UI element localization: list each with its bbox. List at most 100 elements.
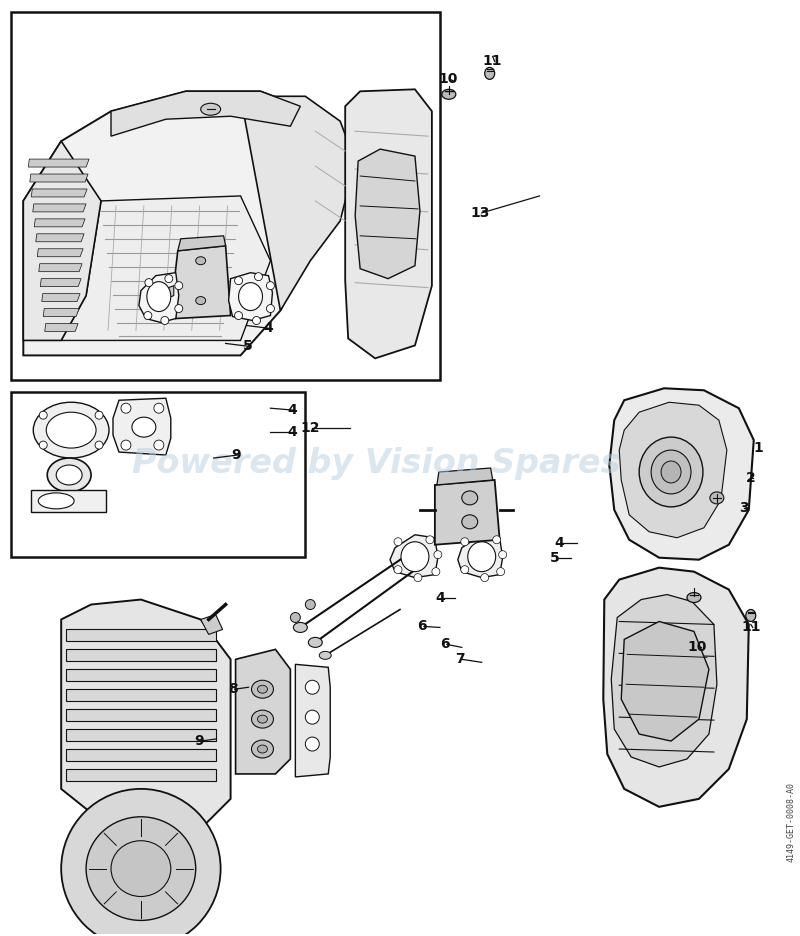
Ellipse shape	[306, 737, 319, 751]
Bar	[11, 11, 440, 380]
Polygon shape	[66, 650, 216, 662]
Polygon shape	[201, 615, 222, 635]
Text: Powered by Vision Spares: Powered by Vision Spares	[132, 446, 620, 480]
Polygon shape	[42, 294, 80, 301]
Ellipse shape	[46, 412, 96, 448]
Polygon shape	[31, 189, 87, 197]
Polygon shape	[66, 689, 216, 701]
Text: 4: 4	[263, 321, 274, 335]
Ellipse shape	[147, 282, 170, 312]
Polygon shape	[36, 234, 84, 241]
Polygon shape	[38, 249, 83, 256]
Text: 9: 9	[194, 734, 203, 748]
Ellipse shape	[442, 89, 456, 99]
Polygon shape	[235, 650, 290, 774]
Text: 4: 4	[287, 425, 298, 439]
Ellipse shape	[253, 316, 261, 325]
Text: 1: 1	[754, 441, 764, 455]
Polygon shape	[622, 622, 709, 741]
Text: 4: 4	[435, 591, 445, 605]
Ellipse shape	[86, 817, 196, 920]
Ellipse shape	[251, 680, 274, 698]
Ellipse shape	[468, 542, 496, 572]
Ellipse shape	[196, 256, 206, 265]
Ellipse shape	[661, 461, 681, 483]
Ellipse shape	[498, 550, 506, 559]
Ellipse shape	[154, 440, 164, 450]
Polygon shape	[355, 149, 420, 279]
Ellipse shape	[319, 651, 331, 659]
Bar	[11, 392, 306, 557]
Polygon shape	[611, 594, 717, 767]
Ellipse shape	[165, 274, 173, 283]
Polygon shape	[174, 246, 230, 318]
Ellipse shape	[238, 283, 262, 311]
Text: 11: 11	[483, 54, 502, 68]
Polygon shape	[23, 92, 330, 356]
Polygon shape	[38, 264, 82, 271]
Text: 9: 9	[230, 448, 240, 462]
Ellipse shape	[306, 600, 315, 609]
Ellipse shape	[201, 103, 221, 115]
Ellipse shape	[493, 535, 501, 544]
Polygon shape	[241, 96, 355, 311]
Ellipse shape	[34, 402, 109, 458]
Ellipse shape	[196, 297, 206, 304]
Text: 8: 8	[228, 682, 238, 696]
Polygon shape	[40, 279, 81, 286]
Ellipse shape	[432, 567, 440, 576]
Polygon shape	[43, 309, 79, 316]
Polygon shape	[111, 92, 300, 136]
Ellipse shape	[56, 465, 82, 485]
Ellipse shape	[687, 592, 701, 603]
Text: 7: 7	[455, 652, 465, 666]
Ellipse shape	[414, 574, 422, 581]
Text: 5: 5	[550, 550, 559, 564]
Polygon shape	[30, 174, 88, 182]
Ellipse shape	[401, 542, 429, 572]
Text: 4149-GET-0008-A0: 4149-GET-0008-A0	[786, 782, 795, 862]
Text: 6: 6	[417, 620, 426, 634]
Ellipse shape	[746, 609, 756, 622]
Ellipse shape	[394, 538, 402, 546]
Ellipse shape	[394, 565, 402, 574]
Text: 6: 6	[440, 637, 450, 651]
Ellipse shape	[308, 637, 322, 648]
Ellipse shape	[481, 574, 489, 581]
Ellipse shape	[462, 490, 478, 505]
Polygon shape	[66, 729, 216, 741]
Ellipse shape	[132, 417, 156, 437]
Polygon shape	[229, 272, 273, 320]
Polygon shape	[66, 749, 216, 761]
Polygon shape	[45, 324, 78, 331]
Polygon shape	[66, 629, 216, 641]
Ellipse shape	[294, 622, 307, 633]
Polygon shape	[345, 89, 432, 358]
Polygon shape	[113, 398, 170, 455]
Polygon shape	[295, 665, 330, 777]
Polygon shape	[61, 600, 230, 828]
Polygon shape	[619, 402, 727, 538]
Ellipse shape	[651, 450, 691, 494]
Ellipse shape	[258, 715, 267, 724]
Ellipse shape	[39, 441, 47, 449]
Ellipse shape	[266, 282, 274, 289]
Ellipse shape	[461, 565, 469, 574]
Ellipse shape	[144, 312, 152, 319]
Polygon shape	[390, 534, 438, 578]
Text: 12: 12	[301, 421, 320, 435]
Text: 4: 4	[554, 535, 564, 549]
Ellipse shape	[251, 710, 274, 728]
Ellipse shape	[234, 312, 242, 319]
Text: 3: 3	[739, 501, 749, 515]
Polygon shape	[139, 272, 178, 323]
Ellipse shape	[258, 745, 267, 753]
Polygon shape	[66, 669, 216, 681]
Polygon shape	[66, 709, 216, 721]
Polygon shape	[33, 204, 86, 212]
Ellipse shape	[462, 515, 478, 529]
Ellipse shape	[251, 740, 274, 758]
Polygon shape	[34, 219, 85, 227]
Ellipse shape	[258, 685, 267, 694]
Ellipse shape	[434, 550, 442, 559]
